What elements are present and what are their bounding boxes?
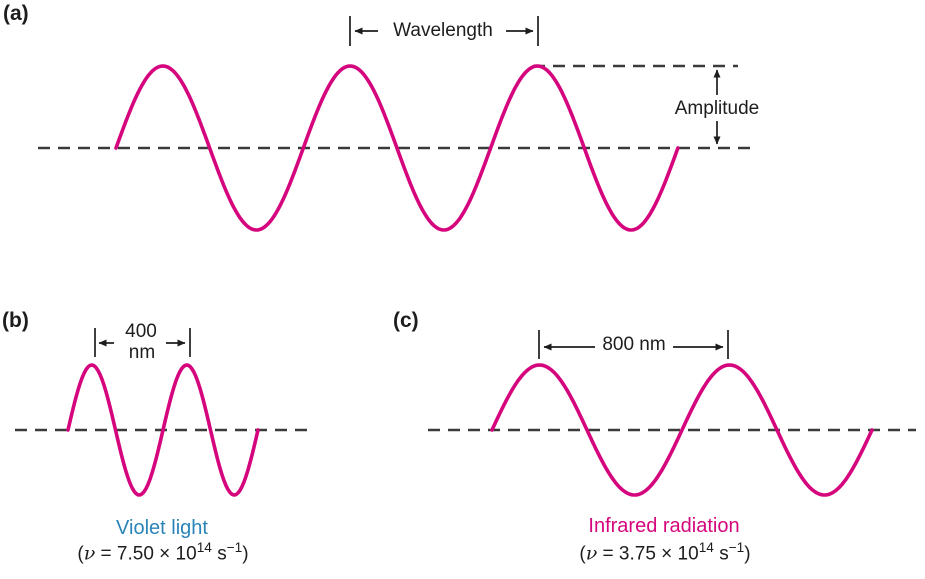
wavelength-label: Wavelength xyxy=(393,20,493,41)
formula-text: = 7.50 × 10 xyxy=(95,543,197,565)
panel-b-label: (b) xyxy=(2,309,29,332)
wave-curve-c xyxy=(490,363,874,497)
unit: s xyxy=(211,543,227,565)
b-wavelength-value: 400 xyxy=(125,321,157,342)
infrared-radiation-caption: Infrared radiation xyxy=(588,515,740,537)
violet-frequency-formula: (ν = 7.50 × 1014 s−1) xyxy=(77,540,249,565)
c-wavelength-value: 800 nm xyxy=(602,334,666,355)
infrared-frequency-formula: (ν = 3.75 × 1014 s−1) xyxy=(579,540,751,565)
unit-exponent: −1 xyxy=(728,540,745,555)
panel-a-label: (a) xyxy=(3,2,29,25)
nu-symbol: ν xyxy=(83,542,96,565)
formula-text: ) xyxy=(242,543,249,565)
b-wavelength-unit: nm xyxy=(128,342,156,363)
amplitude-label: Amplitude xyxy=(674,98,760,119)
nu-symbol: ν xyxy=(585,542,598,565)
exponent: 14 xyxy=(196,540,212,555)
formula-text: ) xyxy=(744,543,751,565)
formula-text: ( xyxy=(77,543,84,565)
wave-curve-a xyxy=(114,64,680,232)
unit: s xyxy=(713,543,729,565)
wave-curve-b xyxy=(66,363,260,497)
violet-light-caption: Violet light xyxy=(116,517,208,539)
unit-exponent: −1 xyxy=(226,540,243,555)
formula-text: ( xyxy=(579,543,586,565)
panel-c-label: (c) xyxy=(393,309,419,332)
formula-text: = 3.75 × 10 xyxy=(597,543,699,565)
exponent: 14 xyxy=(698,540,714,555)
